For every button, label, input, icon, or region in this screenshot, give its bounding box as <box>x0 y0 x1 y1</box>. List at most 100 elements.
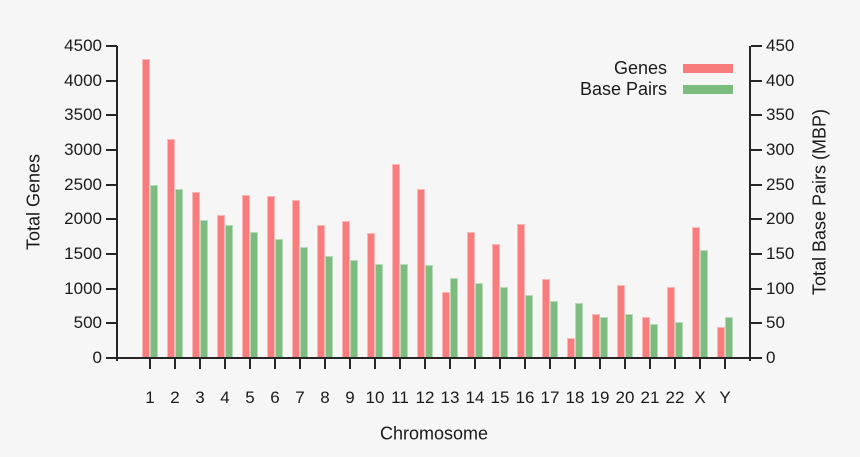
y-tick-label-right: 0 <box>766 348 776 367</box>
genes-bar-13 <box>442 291 450 358</box>
base-pairs-bar-1 <box>150 184 158 358</box>
base-pairs-bar-10 <box>375 263 383 358</box>
x-tick <box>299 359 301 369</box>
y-tick-label-left: 3500 <box>64 105 102 125</box>
genes-bar-4 <box>217 215 225 358</box>
genes-bar-1 <box>142 59 150 358</box>
y-tick-left <box>106 79 117 82</box>
y-tick-right <box>751 287 762 290</box>
x-tick <box>524 359 526 369</box>
y-tick-label-right: 250 <box>766 174 795 194</box>
y-tick-label-right: 100 <box>766 278 795 298</box>
y-tick-label-right: 150 <box>766 244 795 263</box>
base-pairs-bar-7 <box>300 247 308 358</box>
y-tick-right <box>751 114 762 117</box>
x-tick <box>274 359 276 369</box>
genes-bar-19 <box>592 313 600 358</box>
genes-bar-14 <box>467 232 475 358</box>
y-tick-right <box>751 149 762 151</box>
y-tick-right <box>751 45 762 47</box>
x-tick-label-3: 3 <box>195 388 205 407</box>
y-tick-right <box>751 79 762 82</box>
y-tick-left <box>106 287 117 290</box>
x-tick-label-4: 4 <box>220 388 230 407</box>
x-tick <box>324 359 326 369</box>
legend-label-base-pairs: Base Pairs <box>579 79 667 99</box>
base-pairs-bar-17 <box>550 301 558 358</box>
y-tick-label-left: 4500 <box>64 36 102 55</box>
y-tick-left <box>106 357 117 359</box>
x-tick <box>674 359 676 369</box>
x-tick-label-x: X <box>694 388 706 407</box>
base-pairs-bar-x <box>700 250 708 358</box>
x-tick <box>599 359 601 369</box>
y-axis-title-right: Total Base Pairs (MBP) <box>809 108 830 296</box>
x-tick-label-5: 5 <box>245 388 255 407</box>
x-tick-label-14: 14 <box>465 388 485 407</box>
base-pairs-bar-6 <box>275 238 283 358</box>
x-tick-label-16: 16 <box>515 388 535 407</box>
genes-bar-5 <box>242 195 250 358</box>
genes-bar-20 <box>617 285 625 358</box>
y-axis-left-spine <box>116 46 118 361</box>
x-tick <box>149 359 151 369</box>
x-tick-label-8: 8 <box>320 388 330 407</box>
genes-bar-18 <box>567 338 575 358</box>
genes-bar-15 <box>492 243 500 358</box>
x-tick <box>174 359 176 369</box>
genes-bar-y <box>717 326 725 358</box>
base-pairs-bar-16 <box>525 295 533 358</box>
y-tick-label-left: 2500 <box>64 174 102 194</box>
x-tick <box>574 359 576 369</box>
base-pairs-bar-18 <box>575 303 583 358</box>
y-axis-right-spine <box>749 46 751 361</box>
x-tick-label-1: 1 <box>145 388 155 407</box>
x-tick-label-10: 10 <box>365 388 385 407</box>
base-pairs-bar-9 <box>350 259 358 358</box>
y-tick-label-right: 200 <box>766 209 795 229</box>
x-axis-spine <box>112 357 751 359</box>
base-pairs-bar-13 <box>450 277 458 358</box>
base-pairs-bar-4 <box>225 225 233 358</box>
x-tick <box>224 359 226 369</box>
x-tick <box>449 359 451 369</box>
y-tick-left <box>106 45 117 47</box>
y-tick-label-left: 500 <box>73 313 102 333</box>
genes-bar-8 <box>317 225 325 358</box>
genes-bar-x <box>692 227 700 358</box>
base-pairs-bar-15 <box>500 286 508 358</box>
genes-bar-10 <box>367 232 375 358</box>
y-tick-label-right: 300 <box>766 140 795 159</box>
base-pairs-bar-21 <box>650 324 658 358</box>
genes-bar-6 <box>267 195 275 358</box>
x-tick <box>549 359 551 369</box>
x-tick <box>649 359 651 369</box>
y-tick-label-right: 350 <box>766 105 795 125</box>
y-tick-left <box>106 218 117 221</box>
y-tick-label-left: 2000 <box>64 209 102 229</box>
x-tick <box>699 359 701 369</box>
y-tick-right <box>751 253 762 255</box>
x-tick-label-11: 11 <box>391 388 409 407</box>
x-tick <box>474 359 476 369</box>
genes-bar-9 <box>342 220 350 358</box>
x-tick-label-17: 17 <box>540 388 560 407</box>
y-tick-label-right: 450 <box>766 36 795 55</box>
y-tick-left <box>106 183 117 186</box>
y-tick-label-left: 1000 <box>64 278 102 298</box>
legend-swatch-genes <box>683 64 733 73</box>
base-pairs-bar-5 <box>250 232 258 358</box>
y-axis-title-left: Total Genes <box>23 153 44 251</box>
x-tick-label-7: 7 <box>295 388 305 407</box>
y-tick-label-left: 1500 <box>64 244 102 263</box>
x-tick <box>399 359 401 369</box>
y-tick-label-right: 400 <box>766 70 795 90</box>
x-tick-label-6: 6 <box>270 388 280 407</box>
x-tick-label-2: 2 <box>170 388 180 407</box>
genes-bar-7 <box>292 200 300 358</box>
x-tick <box>249 359 251 369</box>
legend-item-genes: Genes <box>500 58 733 79</box>
x-tick <box>499 359 501 369</box>
y-tick-label-left: 0 <box>92 348 102 367</box>
